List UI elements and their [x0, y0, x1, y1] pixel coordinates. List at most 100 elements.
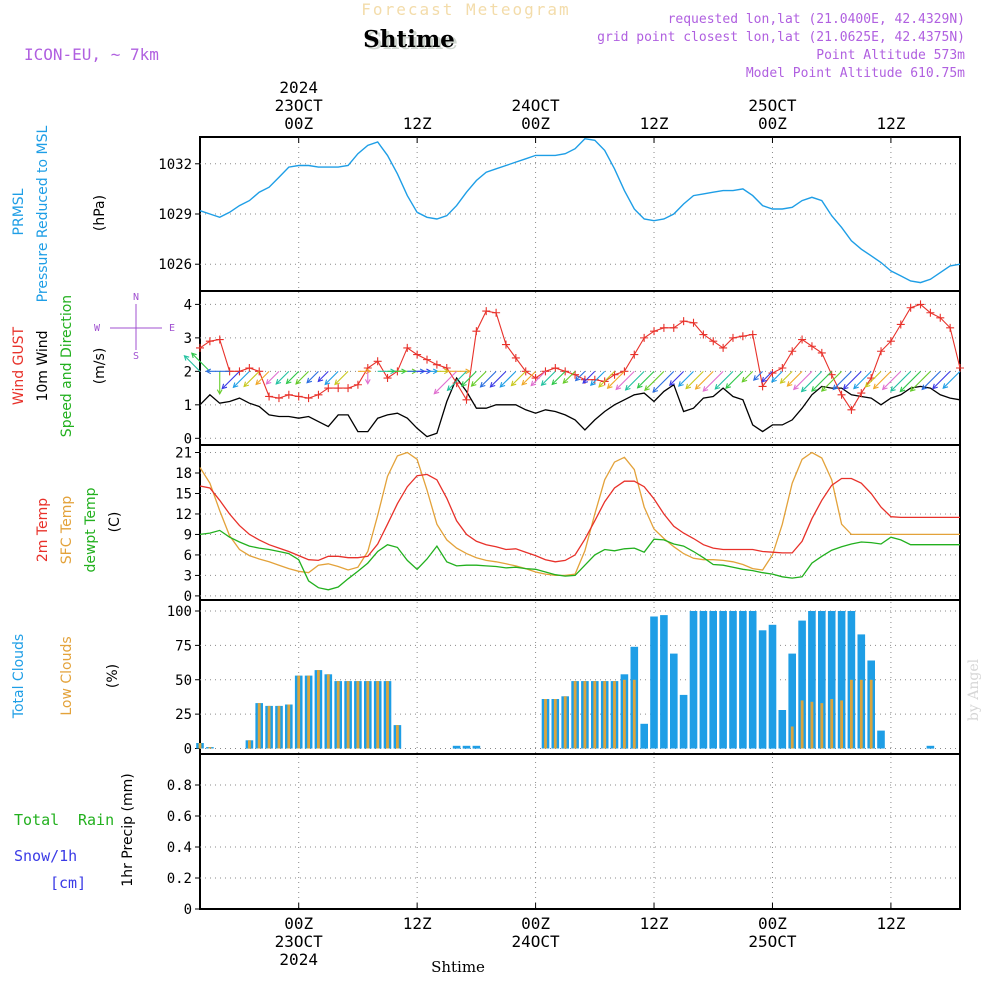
bottom-time-label: 25OCT — [748, 932, 797, 951]
wind-arrow-head — [243, 381, 250, 388]
total-cloud-bar — [798, 620, 806, 749]
y-tick-label-precip: 0.2 — [167, 871, 192, 887]
total-cloud-bar — [679, 694, 688, 749]
wind-arrow-head — [761, 376, 767, 383]
t2m-temp-line — [199, 473, 960, 563]
wind-arrow-head — [530, 380, 537, 387]
wind-arrow — [725, 370, 744, 389]
top-time-label: 00Z — [284, 114, 313, 133]
y-tick-label-temp: 9 — [184, 527, 192, 543]
gust-marker — [452, 379, 461, 388]
wind-arrow — [306, 370, 319, 384]
top-time-label: 12Z — [403, 114, 432, 133]
bottom-time-label: 00Z — [284, 914, 313, 933]
wind-arrow — [275, 370, 290, 385]
wind-arrow-head — [470, 381, 477, 387]
low-cloud-bar — [573, 681, 577, 749]
wind-arrow-head — [832, 384, 839, 391]
panel-frame-clouds — [199, 599, 961, 755]
panel-label-pressure: Pressure Reduced to MSL — [35, 125, 51, 302]
wind-arrow-head — [446, 385, 453, 392]
wind-arrow-head — [489, 381, 496, 388]
wind-arrow — [853, 370, 872, 389]
y-tick-label-temp: 0 — [184, 589, 192, 605]
wind-arrow — [793, 370, 813, 390]
wind-arrow-head — [677, 381, 684, 387]
wind-arrow — [811, 370, 833, 392]
gust-marker — [719, 343, 728, 352]
wind-arrow — [761, 370, 773, 383]
panel-frame-precip — [199, 753, 961, 910]
gust-marker — [255, 367, 264, 376]
y-tick-label-pressure: 1026 — [158, 257, 192, 273]
wind-arrow-head — [255, 379, 262, 386]
gust-marker — [679, 317, 688, 326]
panel-frames — [199, 136, 961, 910]
wind-arrow-head — [644, 385, 650, 392]
wind-arrow — [702, 370, 724, 392]
wind-arrow-head — [890, 386, 896, 392]
model-altitude: Model Point Altitude 610.75m — [746, 66, 965, 81]
wind-arrow — [541, 370, 556, 386]
wind-arrow-head — [295, 378, 301, 385]
gust-marker — [669, 323, 678, 332]
y-tick-label-clouds: 0 — [184, 742, 192, 758]
wind-arrow-head — [786, 381, 793, 387]
compass-north: N — [133, 292, 139, 303]
wind-arrow — [530, 370, 546, 387]
gust-marker — [413, 350, 422, 359]
bottom-time-label: 12Z — [640, 914, 669, 933]
wind-arrow-head — [820, 386, 827, 392]
wind-arrow — [890, 370, 912, 392]
precip-label-total: Total — [14, 811, 59, 829]
wind-arrow — [521, 370, 536, 386]
total-cloud-bar — [699, 611, 708, 749]
wind-arrow-head — [615, 384, 622, 391]
low-cloud-bar — [297, 675, 301, 749]
y-tick-label-temp: 6 — [184, 548, 192, 564]
bottom-time-label: 23OCT — [275, 932, 324, 951]
y-tick-label-wind: 1 — [184, 398, 192, 414]
total-cloud-bar — [778, 710, 787, 749]
panel-label-wind: Wind GUST — [11, 326, 27, 405]
panel-label-temp: (C) — [107, 512, 123, 533]
panel-frame-temp — [199, 444, 961, 601]
gust-marker — [886, 337, 895, 346]
wind-arrow-head — [800, 386, 807, 393]
y-tick-label-pressure: 1029 — [158, 207, 192, 223]
low-cloud-bar — [346, 681, 350, 749]
wind-arrow-head — [842, 384, 849, 390]
wind-arrow-head — [624, 384, 631, 391]
point-altitude: Point Altitude 573m — [816, 48, 965, 63]
watermark: by Angel — [966, 658, 982, 721]
wind-arrow-head — [285, 378, 292, 385]
gust-marker — [472, 327, 481, 336]
low-cloud-bar — [267, 705, 271, 749]
low-cloud-bar — [257, 703, 261, 749]
wind-arrow — [265, 370, 280, 385]
gust-marker — [640, 333, 649, 342]
gust-marker — [778, 364, 787, 372]
precip-label-cm: [cm] — [50, 874, 86, 892]
gust-marker — [857, 389, 866, 398]
chart-subtitle: Forecast Meteogram — [361, 0, 570, 19]
total-cloud-bar — [670, 653, 678, 749]
wind-arrow-head — [317, 376, 324, 383]
wind-arrow — [471, 370, 487, 387]
gust-marker — [738, 332, 747, 341]
wind-arrow — [625, 370, 645, 391]
compass-east: E — [169, 323, 175, 334]
low-cloud-bar — [326, 674, 330, 749]
wind-arrow — [615, 370, 635, 390]
gust-marker — [423, 355, 432, 364]
low-cloud-bar — [277, 705, 281, 749]
bottom-time-label: 00Z — [521, 914, 550, 933]
gust-marker — [344, 384, 353, 393]
panel-label-clouds: Low Clouds — [59, 636, 75, 715]
y-tick-label-wind: 2 — [184, 364, 192, 380]
gust-marker — [265, 392, 274, 401]
panel-label-temp: dewpt Temp — [83, 487, 99, 572]
gust-marker — [798, 335, 807, 344]
y-tick-label-temp: 3 — [184, 568, 192, 584]
